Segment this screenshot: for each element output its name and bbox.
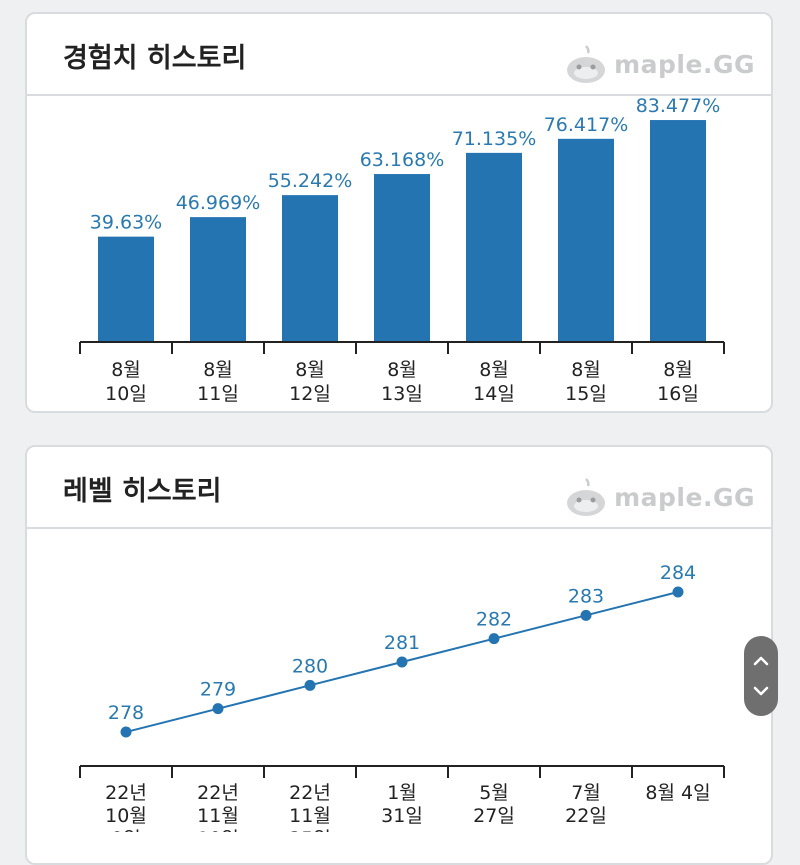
level-history-header: 레벨 히스토리 maple.GG [27,447,771,529]
level-line-chart: 278 279 280 281 282 283 284 22년10월9일 22년11월10일 22… [79,562,725,832]
exp-bar [282,195,338,342]
exp-data-label: 39.63% [90,212,162,234]
x-tick-label: 22년10월9일 [105,782,147,832]
level-history-card: 레벨 히스토리 maple.GG 278 279 280 281 282 283 284 22… [25,445,773,865]
chevron-down-icon[interactable] [744,676,778,716]
maplegg-brand-text: maple.GG [614,49,755,79]
x-tick-label: 8월 14일 [473,359,515,405]
level-data-label: 284 [660,562,696,584]
level-data-label: 283 [568,585,604,607]
maplegg-watermark: maple.GG [564,477,755,517]
level-data-label: 282 [476,609,512,631]
level-history-title: 레벨 히스토리 [63,476,222,507]
x-tick-label: 8월 13일 [381,359,423,405]
x-tick-label: 7월 22일 [565,782,607,827]
level-data-label: 281 [384,632,420,654]
exp-data-label: 63.168% [360,149,445,171]
level-point [212,703,224,715]
x-tick-label: 8월 4일 [645,782,710,804]
exp-history-card: 경험치 히스토리 maple.GG 39.63% 46.969% 55.242% 63… [25,12,773,413]
x-tick-label: 1월 31일 [381,782,423,827]
exp-history-header: 경험치 히스토리 maple.GG [27,14,771,96]
level-point [488,633,500,645]
level-point [672,586,684,598]
level-point [120,726,132,738]
level-data-label: 280 [292,655,328,677]
exp-bar [374,174,430,342]
level-point [580,609,592,621]
level-point [304,679,316,691]
x-tick-label: 22년11월25일 [289,782,331,832]
x-tick-label: 8월 11일 [197,359,239,405]
exp-bar [98,236,154,342]
x-tick-label: 22년11월10일 [197,782,239,832]
exp-data-label: 76.417% [544,114,629,136]
maplegg-brand-text: maple.GG [614,482,755,512]
x-tick-label: 8월 15일 [565,359,607,405]
x-tick-label: 8월 12일 [289,359,331,405]
x-tick-label: 8월 16일 [657,359,699,405]
maple-mascot-icon [567,478,606,516]
exp-history-title: 경험치 히스토리 [63,43,247,74]
x-tick-label: 8월 10일 [105,359,147,405]
exp-bar [466,152,522,342]
maplegg-watermark: maple.GG [564,44,755,84]
exp-data-label: 71.135% [452,128,537,150]
level-data-label: 279 [200,679,236,701]
level-point [396,656,408,668]
exp-data-label: 83.477% [636,96,721,117]
exp-bar [558,138,614,342]
chevron-up-icon[interactable] [744,636,778,676]
exp-data-label: 55.242% [268,170,353,192]
level-data-label: 278 [108,702,144,724]
exp-bar-chart: 39.63% 46.969% 55.242% 63.168% 71.135% 76.417… [79,96,725,405]
exp-bar [650,120,706,342]
x-tick-label: 5월 27일 [473,782,515,827]
maple-mascot-icon [567,45,606,83]
exp-bar [190,217,246,342]
exp-data-label: 46.969% [176,192,261,214]
scroll-control[interactable] [744,636,778,716]
